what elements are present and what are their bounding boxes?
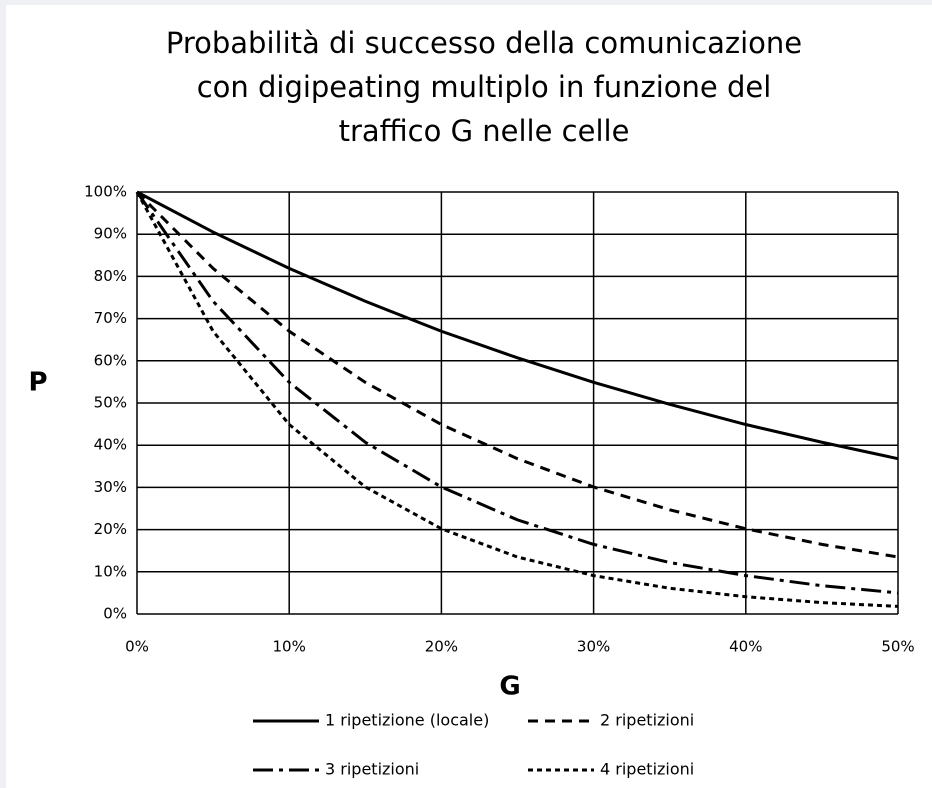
y-axis-label: P (28, 368, 47, 398)
y-tick-label: 60% (94, 351, 127, 369)
series-line (135, 190, 899, 559)
chart-title: traffico G nelle celle (339, 114, 630, 148)
series-line (135, 191, 899, 608)
y-tick-label: 40% (94, 436, 127, 454)
y-tick-label: 100% (84, 183, 127, 201)
legend-label: 3 ripetizioni (325, 760, 419, 779)
x-tick-label: 50% (881, 638, 914, 656)
x-tick-label: 10% (273, 638, 306, 656)
legend-label: 4 ripetizioni (600, 760, 694, 779)
y-tick-label: 70% (94, 309, 127, 327)
series-line (136, 190, 899, 461)
left-edge (0, 0, 6, 788)
y-tick-label: 80% (94, 267, 127, 285)
x-axis-label: G (499, 672, 520, 702)
x-tick-label: 30% (577, 638, 610, 656)
legend-label: 1 ripetizione (locale) (325, 711, 489, 730)
chart-title: Probabilità di successo della comunicazi… (166, 26, 802, 60)
x-tick-label: 0% (125, 638, 149, 656)
x-tick-label: 40% (729, 638, 762, 656)
series-line (135, 191, 899, 595)
top-edge (0, 0, 932, 5)
y-tick-label: 0% (103, 605, 127, 623)
y-tick-label: 50% (94, 394, 127, 412)
y-tick-label: 90% (94, 225, 127, 243)
y-tick-label: 20% (94, 520, 127, 538)
y-tick-label: 30% (94, 478, 127, 496)
chart-title: con digipeating multiplo in funzione del (197, 70, 772, 104)
legend-label: 2 ripetizioni (600, 711, 694, 730)
y-tick-label: 10% (94, 562, 127, 580)
x-tick-label: 20% (425, 638, 458, 656)
